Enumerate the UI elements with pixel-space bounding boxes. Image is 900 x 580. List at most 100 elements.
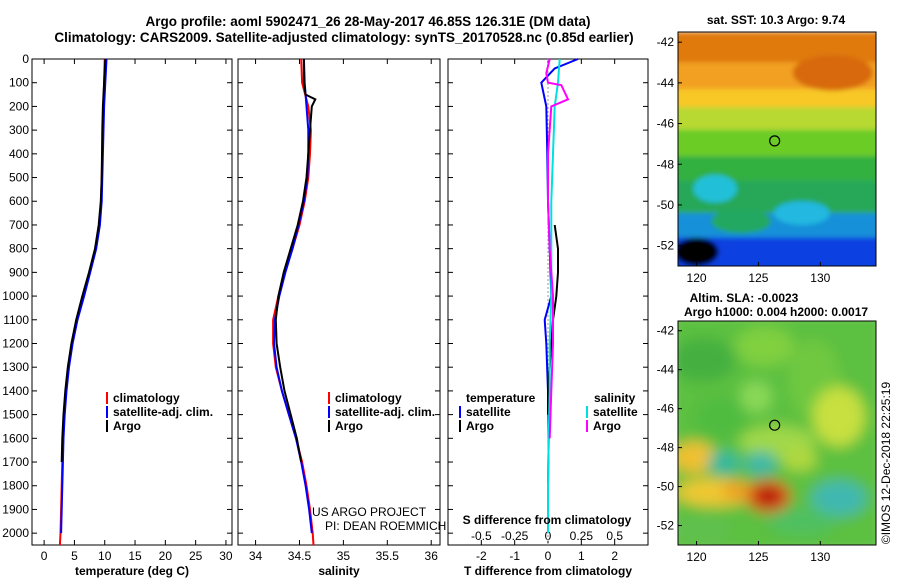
legend-sal-satellite: satellite <box>593 405 638 419</box>
sst-map-title: sat. SST: 10.3 Argo: 9.74 <box>707 13 846 27</box>
x2-tick-label: 0.5 <box>606 529 623 543</box>
y-tick-label: -42 <box>657 324 675 338</box>
y-tick-label: 1700 <box>2 455 29 469</box>
credit-text: ©IMOS 12-Dec-2018 22:25:19 <box>879 382 893 545</box>
y-tick-label: 1300 <box>2 360 29 374</box>
y-tick-label: 1900 <box>2 502 29 516</box>
y-tick-label: 1000 <box>2 289 29 303</box>
legend-temp-satellite: satellite <box>466 405 511 419</box>
temperature-panel: 0100200300400500600700800900100011001200… <box>2 52 233 578</box>
sla-blob <box>678 517 733 542</box>
pi-annotation: PI: DEAN ROEMMICH <box>325 519 446 533</box>
x-axis-label: salinity <box>318 564 360 578</box>
profile-location-marker <box>769 135 781 147</box>
difference-temperature-legend: temperature satellite Argo <box>459 391 536 433</box>
y-tick-label: 900 <box>9 265 29 279</box>
x-tick-label: 0 <box>41 549 48 563</box>
y-tick-label: 400 <box>9 147 29 161</box>
sla-blob <box>767 507 836 536</box>
y-tick-label: -50 <box>657 480 675 494</box>
series-line-salinity-argo <box>545 58 570 439</box>
y-tick-label: 1600 <box>2 431 29 445</box>
x-tick-label: 125 <box>748 550 768 564</box>
x-tick-label: 1 <box>578 549 585 563</box>
series-line-argo <box>60 58 107 463</box>
x2-tick-label: -0.5 <box>471 529 492 543</box>
y-tick-label: 2000 <box>2 526 29 540</box>
sla-blob <box>678 441 717 474</box>
y-tick-label: 1400 <box>2 384 29 398</box>
sst-mid-blob <box>711 209 772 234</box>
y-tick-label: 1500 <box>2 408 29 422</box>
y-tick-label: 1800 <box>2 479 29 493</box>
x-tick-label: 2 <box>611 549 618 563</box>
sla-blob <box>734 326 795 367</box>
field-layer <box>678 321 876 545</box>
x-tick-label: 34 <box>249 549 263 563</box>
project-annotation: US ARGO PROJECT <box>312 505 427 519</box>
sst-band <box>678 156 876 181</box>
y-tick-label: 1200 <box>2 336 29 350</box>
map-frame <box>677 320 877 546</box>
y-tick-label: -46 <box>657 117 675 131</box>
series-line-argo <box>274 59 317 463</box>
y-tick-label: 200 <box>9 99 29 113</box>
sla-blob <box>810 480 867 517</box>
sst-field <box>678 32 876 266</box>
y-tick-label: 0 <box>22 52 29 66</box>
x-tick-label: 10 <box>98 549 112 563</box>
x-tick-label: 0 <box>545 549 552 563</box>
legend-temp-argo: Argo <box>466 419 494 433</box>
sla-blob <box>756 487 781 506</box>
x-tick-label: 125 <box>748 271 768 285</box>
x-tick-label: 34.5 <box>288 549 312 563</box>
x2-tick-label: -0.25 <box>501 529 529 543</box>
field-layer <box>678 32 876 266</box>
plot-frame <box>237 58 441 546</box>
x-axis-label: T difference from climatology <box>464 564 632 578</box>
figure-title-line2: Climatology: CARS2009. Satellite-adjuste… <box>54 30 633 45</box>
sla-blob <box>722 480 751 501</box>
sst-map: 120 125 130 -42 -44 -46 -48 -50 -52 <box>657 31 877 285</box>
y-tick-label: 100 <box>9 76 29 90</box>
legend-argo: Argo <box>335 419 363 433</box>
y-tick-label: 700 <box>9 218 29 232</box>
y-tick-label: 300 <box>9 123 29 137</box>
sla-blob <box>678 337 737 382</box>
plot-frame <box>31 58 233 546</box>
sla-map-subtitle: Argo h1000: 0.004 h2000: 0.0017 <box>684 305 868 319</box>
y-tick-label: -44 <box>657 363 675 377</box>
sla-map-title: Altim. SLA: -0.0023 <box>690 291 799 305</box>
x-axis-label: temperature (deg C) <box>75 564 189 578</box>
sst-band <box>678 107 876 130</box>
y-tick-label: -46 <box>657 402 675 416</box>
sst-band <box>678 129 876 157</box>
profile-location-marker <box>769 419 781 431</box>
salinity-panel: 34 34.5 35 35.5 36 salinity <box>237 58 441 578</box>
x-tick-label: 35 <box>337 549 351 563</box>
y-tick-label: 1100 <box>3 313 29 327</box>
legend-satellite-adj: satellite-adj. clim. <box>113 405 213 419</box>
y-tick-label: 800 <box>9 242 29 256</box>
sla-map: 120 125 130 -42 -44 -46 -48 -50 -52 <box>657 320 877 564</box>
legend-climatology: climatology <box>113 391 180 405</box>
x-tick-label: 130 <box>810 271 830 285</box>
legend-sal-argo: Argo <box>593 419 621 433</box>
legend-argo: Argo <box>113 419 141 433</box>
y-tick-label: 600 <box>9 194 29 208</box>
legend-temperature-title: temperature <box>466 391 536 405</box>
x-tick-label: 20 <box>159 549 173 563</box>
s-difference-label: S difference from climatology <box>463 513 632 527</box>
x-tick-label: 120 <box>687 550 707 564</box>
x-tick-label: -2 <box>476 549 487 563</box>
y-tick-label: -48 <box>657 157 675 171</box>
temperature-legend: climatology satellite-adj. clim. Argo <box>106 391 213 433</box>
x-tick-label: 5 <box>71 549 78 563</box>
x2-tick-label: 0.25 <box>570 529 594 543</box>
map-frame <box>677 31 877 267</box>
sla-blob <box>707 451 740 476</box>
y-tick-label: -48 <box>657 441 675 455</box>
series-line-satellite-adj-clim- <box>60 58 108 534</box>
sst-cool-blob <box>693 174 738 203</box>
